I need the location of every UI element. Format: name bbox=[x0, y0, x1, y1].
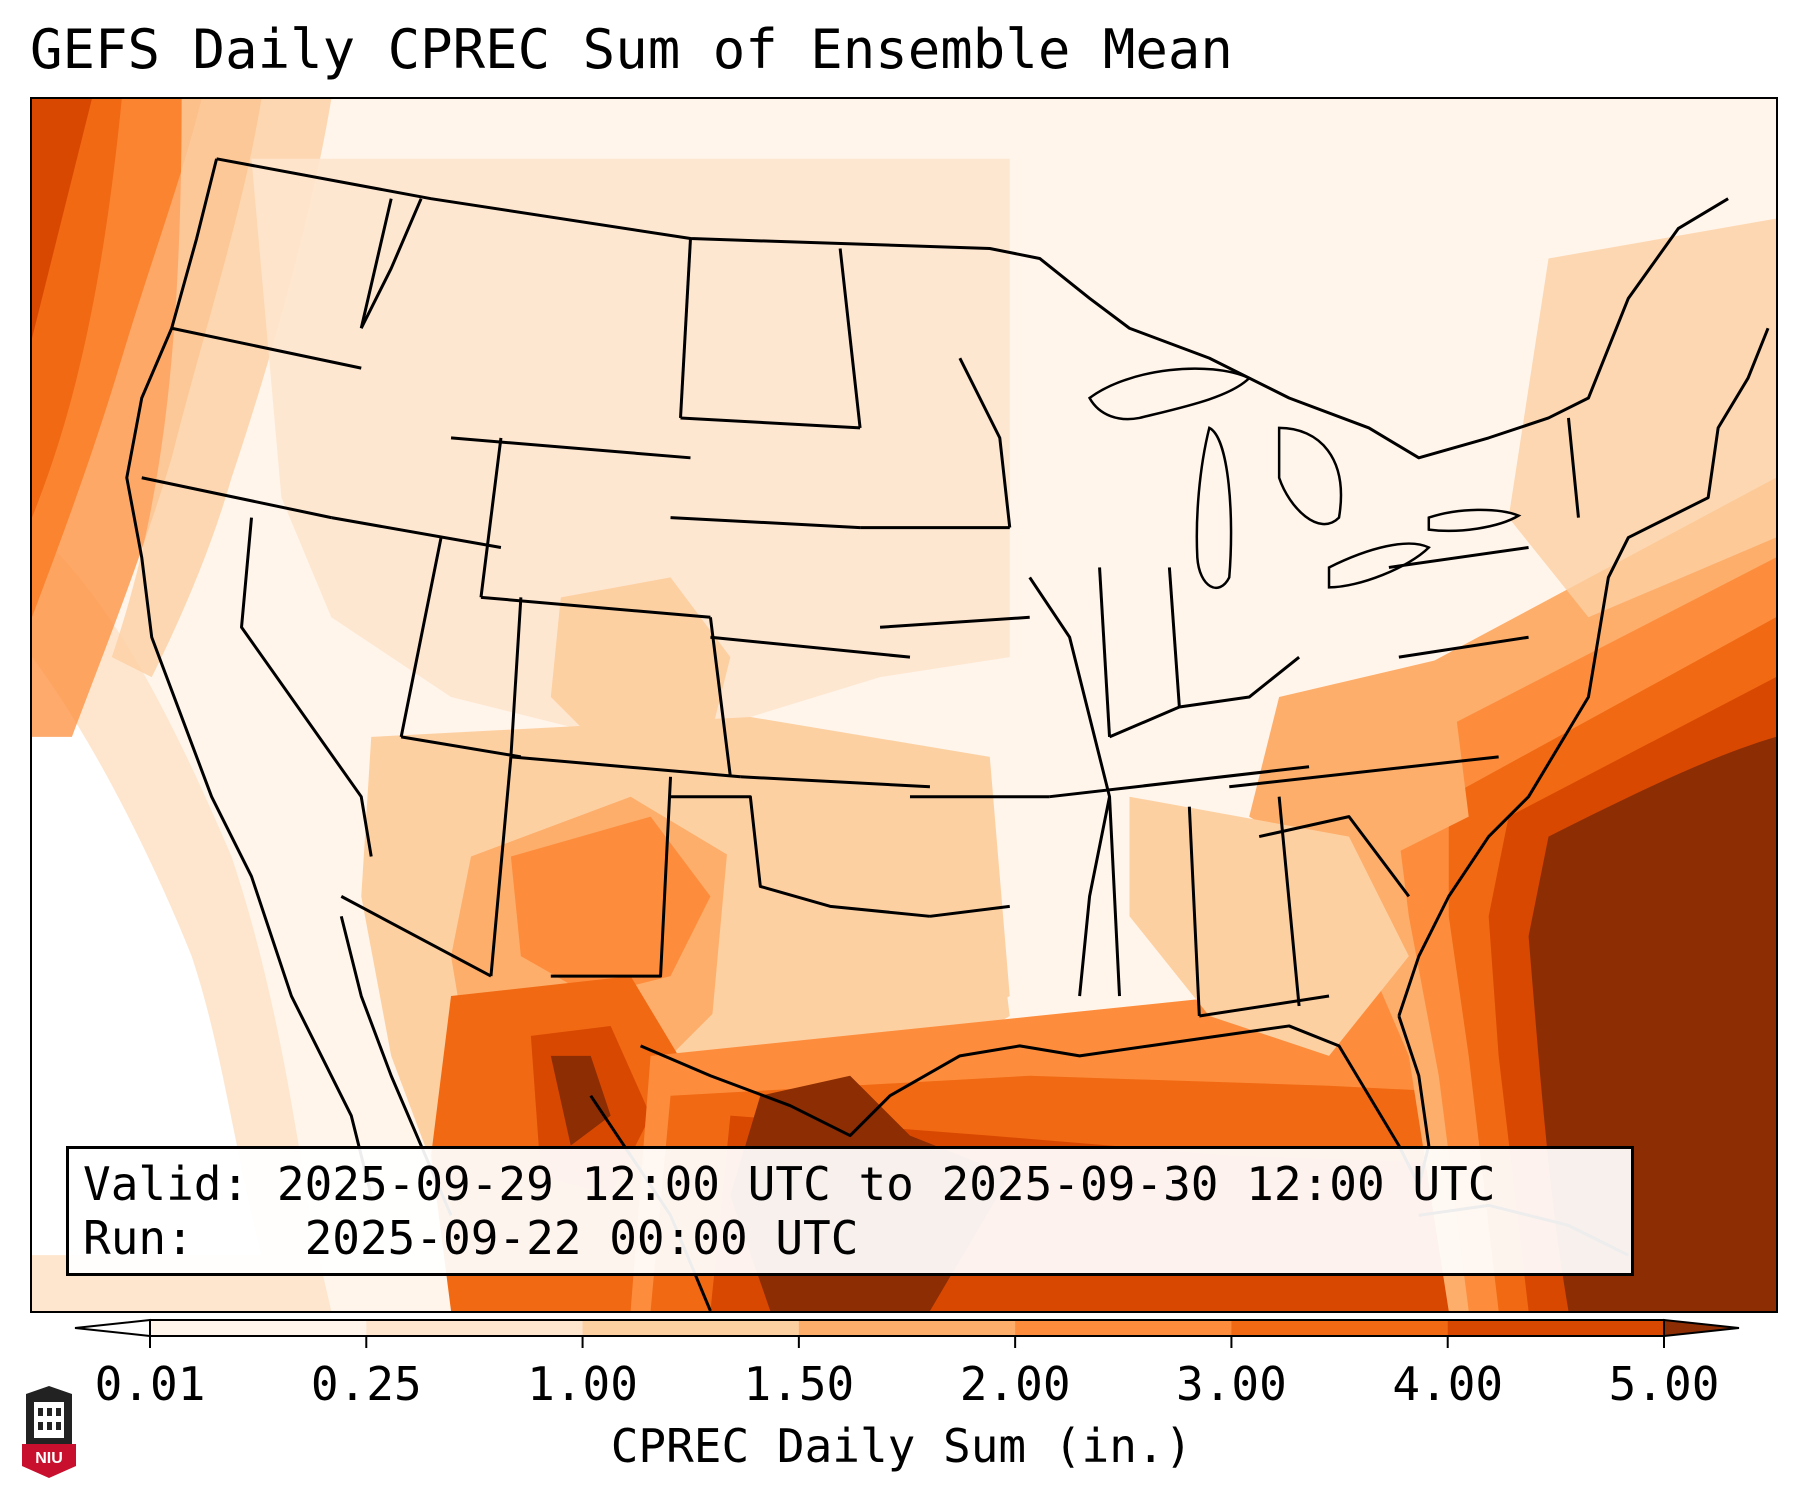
colorbar-label: CPREC Daily Sum (in.) bbox=[610, 1419, 1193, 1473]
precip-region-colorado-mid bbox=[550, 577, 731, 757]
tn-al-ga bbox=[1108, 796, 1122, 997]
colorbar-tick-label: 0.01 bbox=[94, 1357, 206, 1411]
precip-region-texas-light bbox=[710, 816, 1010, 1096]
colorbar-segment bbox=[1447, 1320, 1665, 1336]
colorbar-segment bbox=[150, 1320, 367, 1336]
colorbar-outline bbox=[149, 1319, 1665, 1337]
valid-row: Valid: 2025-09-29 12:00 UTC to 2025-09-3… bbox=[83, 1157, 1617, 1211]
precip-region-mexico-dark bbox=[550, 1055, 611, 1146]
great-lakes bbox=[1087, 367, 1522, 589]
ny-new-england bbox=[1566, 417, 1580, 518]
mt-nd bbox=[679, 238, 692, 419]
precip-region-west-ocean-none bbox=[32, 657, 262, 1256]
wa-or bbox=[171, 326, 362, 370]
nc-sc bbox=[1258, 815, 1411, 898]
precip-region-northeast-light bbox=[1508, 218, 1776, 618]
map-panel bbox=[30, 97, 1778, 1313]
mn-wi bbox=[958, 357, 1012, 528]
valid-value: 2025-09-29 12:00 UTC to 2025-09-30 12:00… bbox=[276, 1157, 1496, 1211]
run-label: Run: bbox=[83, 1211, 194, 1265]
chart-title: GEFS Daily CPREC Sum of Ensemble Mean bbox=[30, 18, 1233, 81]
valid-run-infobox: Valid: 2025-09-29 12:00 UTC to 2025-09-3… bbox=[66, 1146, 1634, 1276]
id-nv-ut bbox=[331, 516, 502, 549]
ar-la bbox=[929, 904, 1010, 918]
valid-label: Valid: bbox=[83, 1157, 250, 1211]
ok-tx bbox=[670, 795, 931, 918]
ga-fl bbox=[1199, 994, 1330, 1018]
precip-region-rockies-light bbox=[251, 158, 1010, 737]
ne-ks bbox=[710, 635, 911, 659]
ut-co bbox=[509, 597, 523, 757]
nd-sd bbox=[680, 416, 861, 430]
colorbar-tick-label: 5.00 bbox=[1608, 1357, 1720, 1411]
az-nm bbox=[489, 756, 513, 977]
colorbar-tick-label: 1.50 bbox=[743, 1357, 855, 1411]
west-coast bbox=[125, 158, 373, 1196]
east-coast bbox=[1397, 327, 1770, 1017]
precip-map bbox=[32, 99, 1776, 1311]
ca-nv bbox=[240, 517, 373, 857]
lake-erie bbox=[1327, 542, 1431, 589]
wa-id bbox=[359, 198, 393, 329]
ks-ok bbox=[740, 775, 931, 789]
precip-region-carolinas-mid bbox=[1249, 657, 1469, 877]
colorbar-segment bbox=[366, 1320, 584, 1336]
co-nm bbox=[510, 755, 741, 779]
colorbar-tick-label: 4.00 bbox=[1392, 1357, 1504, 1411]
lake-ontario bbox=[1427, 508, 1522, 533]
ut-az bbox=[400, 735, 522, 759]
colorbar-tick-label: 2.00 bbox=[959, 1357, 1071, 1411]
state-boundaries bbox=[125, 157, 1770, 1311]
pa-ny bbox=[1388, 546, 1529, 569]
lake-michigan bbox=[1195, 426, 1233, 589]
wy-west bbox=[479, 437, 503, 598]
niu-logo-band bbox=[22, 1444, 76, 1478]
colorbar-segment bbox=[798, 1320, 1016, 1336]
colorbar-ticks bbox=[149, 1336, 1665, 1348]
in-oh bbox=[1167, 567, 1181, 708]
niu-logo: NIU bbox=[22, 1386, 76, 1478]
run-value: 2025-09-22 00:00 UTC bbox=[304, 1211, 859, 1265]
va-nc bbox=[1229, 755, 1499, 789]
nd-mn bbox=[838, 248, 862, 429]
id-mt bbox=[359, 198, 423, 329]
sd-ne bbox=[670, 516, 861, 530]
lake-superior bbox=[1087, 367, 1252, 421]
colorbar-tick-label: 1.00 bbox=[527, 1357, 638, 1411]
run-row: Run: 2025-09-22 00:00 UTC bbox=[83, 1211, 1617, 1265]
colorbar-segment bbox=[582, 1320, 800, 1336]
niu-logo-text: NIU bbox=[35, 1450, 63, 1467]
us-canada-border bbox=[216, 157, 1729, 460]
or-ca-nv bbox=[141, 476, 332, 520]
precip-region-pnw-mid bbox=[32, 99, 92, 339]
il-in bbox=[1098, 567, 1112, 737]
nm-tx bbox=[550, 776, 673, 978]
ohio-river bbox=[1108, 655, 1301, 739]
colorbar-tick-label: 0.25 bbox=[310, 1357, 422, 1411]
co-ks bbox=[708, 617, 732, 777]
ms-al bbox=[1187, 806, 1201, 1017]
colorbar-segment bbox=[1015, 1320, 1232, 1336]
ia-mo bbox=[879, 615, 1030, 629]
mt-wy bbox=[450, 436, 691, 460]
niu-logo-building bbox=[34, 1402, 64, 1438]
colorbar-segment bbox=[1231, 1320, 1449, 1336]
pa-south bbox=[1398, 635, 1529, 659]
lake-huron bbox=[1277, 426, 1343, 526]
colorbar-under-triangle bbox=[74, 1318, 151, 1338]
colorbar-segments bbox=[74, 1318, 1740, 1338]
colorbar-tick-label: 3.00 bbox=[1176, 1357, 1287, 1411]
az-mexico bbox=[340, 895, 492, 978]
ms-river bbox=[1028, 576, 1112, 997]
nv-ut bbox=[399, 537, 443, 738]
ky-tn bbox=[1049, 765, 1310, 799]
colorbar-over-triangle bbox=[1663, 1318, 1740, 1338]
